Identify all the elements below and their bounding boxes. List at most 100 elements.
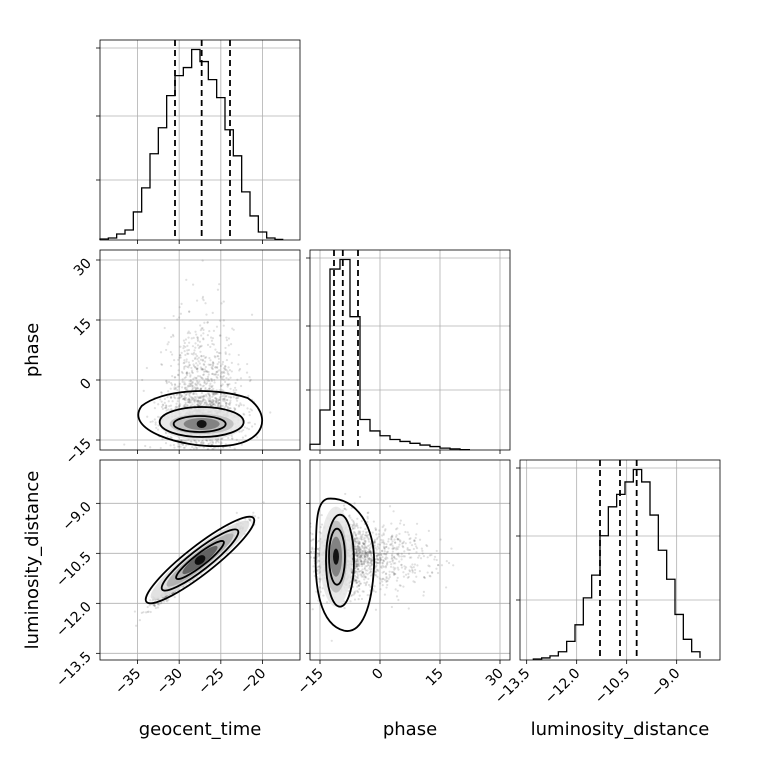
sample-point bbox=[197, 399, 200, 402]
sample-point bbox=[356, 590, 360, 594]
sample-point bbox=[146, 610, 149, 614]
sample-point bbox=[217, 441, 220, 444]
sample-point bbox=[195, 377, 198, 380]
tick-label-luminosity_distance: −9.0 bbox=[59, 499, 94, 534]
sample-point bbox=[357, 548, 360, 551]
sample-point bbox=[185, 374, 189, 377]
sample-point bbox=[201, 395, 204, 398]
sample-point bbox=[186, 349, 189, 352]
sample-point bbox=[357, 561, 360, 564]
sample-point bbox=[355, 581, 358, 584]
sample-point bbox=[183, 361, 186, 364]
sample-point bbox=[397, 598, 400, 602]
sample-point bbox=[356, 541, 359, 544]
sample-point bbox=[178, 404, 181, 407]
sample-point bbox=[232, 389, 235, 392]
sample-point bbox=[364, 558, 367, 562]
sample-point bbox=[353, 527, 356, 530]
sample-point bbox=[217, 373, 220, 376]
sample-point bbox=[195, 454, 197, 456]
sample-point bbox=[207, 397, 210, 400]
sample-point bbox=[240, 403, 243, 406]
sample-point bbox=[153, 604, 156, 607]
sample-point bbox=[167, 408, 170, 411]
sample-point bbox=[185, 393, 188, 396]
sample-point bbox=[381, 525, 384, 529]
sample-point bbox=[202, 441, 205, 444]
sample-point bbox=[213, 355, 216, 358]
sample-point bbox=[350, 507, 353, 510]
sample-point bbox=[192, 363, 195, 366]
sample-point bbox=[203, 368, 207, 371]
sample-point bbox=[191, 386, 194, 389]
sample-point bbox=[368, 564, 371, 567]
sample-point bbox=[376, 554, 379, 557]
sample-point bbox=[205, 395, 208, 398]
sample-point bbox=[363, 540, 366, 543]
sample-point bbox=[353, 591, 356, 594]
sample-point bbox=[227, 395, 230, 398]
sample-point bbox=[311, 533, 314, 536]
sample-point bbox=[179, 312, 182, 315]
sample-point bbox=[239, 377, 243, 380]
sample-point bbox=[209, 398, 212, 401]
panel-phase-luminosity_distance-x-grid bbox=[319, 460, 501, 660]
sample-point bbox=[355, 565, 359, 568]
sample-point bbox=[390, 570, 394, 574]
sample-point bbox=[248, 410, 251, 414]
sample-point bbox=[320, 523, 324, 526]
sample-point bbox=[194, 353, 197, 356]
sample-point bbox=[408, 570, 412, 573]
sample-point bbox=[419, 557, 423, 560]
sample-point bbox=[215, 397, 218, 401]
sample-point bbox=[189, 375, 192, 378]
sample-point bbox=[365, 531, 368, 534]
sample-point bbox=[209, 336, 213, 339]
sample-point bbox=[413, 571, 417, 574]
sample-point bbox=[355, 547, 358, 551]
sample-point bbox=[345, 508, 348, 511]
sample-point bbox=[225, 405, 228, 408]
sample-point bbox=[426, 556, 429, 559]
sample-point bbox=[177, 363, 180, 366]
sample-point bbox=[367, 548, 370, 551]
sample-point bbox=[311, 548, 314, 551]
sample-point bbox=[377, 569, 380, 573]
sample-point bbox=[413, 581, 416, 584]
sample-point bbox=[202, 337, 205, 340]
sample-point bbox=[302, 553, 304, 555]
sample-point bbox=[349, 600, 352, 603]
sample-point bbox=[354, 579, 357, 582]
sample-point bbox=[253, 515, 257, 518]
sample-point bbox=[374, 560, 378, 564]
sample-point bbox=[174, 406, 177, 409]
sample-point bbox=[362, 563, 365, 566]
sample-point bbox=[310, 551, 313, 554]
sample-point bbox=[353, 537, 357, 540]
sample-point bbox=[399, 540, 402, 543]
sample-point bbox=[184, 353, 187, 357]
sample-point bbox=[227, 373, 230, 376]
sample-point bbox=[190, 337, 193, 340]
sample-point bbox=[201, 385, 204, 388]
sample-point bbox=[401, 541, 405, 545]
sample-point bbox=[217, 355, 220, 358]
sample-point bbox=[186, 352, 189, 355]
sample-point bbox=[361, 570, 364, 574]
sample-point bbox=[178, 356, 181, 359]
sample-point bbox=[310, 556, 313, 559]
sample-point bbox=[396, 566, 399, 569]
sample-point bbox=[209, 404, 212, 407]
sample-point bbox=[196, 364, 199, 367]
sample-point bbox=[196, 370, 199, 373]
sample-point bbox=[211, 361, 215, 364]
sample-point bbox=[197, 402, 200, 405]
sample-point bbox=[364, 534, 368, 537]
sample-point bbox=[220, 302, 223, 305]
sample-point bbox=[356, 563, 359, 566]
sample-point bbox=[361, 560, 364, 564]
sample-point bbox=[381, 555, 384, 559]
sample-point bbox=[218, 389, 221, 392]
sample-point bbox=[363, 536, 366, 540]
sample-point bbox=[198, 380, 201, 383]
